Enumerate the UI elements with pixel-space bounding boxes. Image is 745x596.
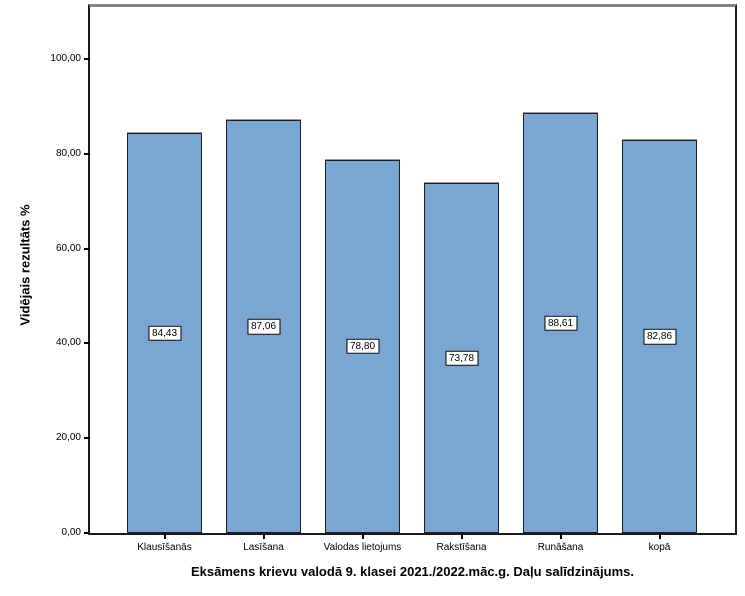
y-axis-tick <box>84 58 90 61</box>
bar-value-label: 78,80 <box>345 338 380 355</box>
x-axis-category-label: kopā <box>648 542 671 553</box>
bar-value-label: 88,61 <box>543 315 578 331</box>
y-axis-tick <box>84 247 90 250</box>
y-axis-tick-label: 60,00 <box>55 242 81 254</box>
bar-value-label: 73,78 <box>444 350 479 366</box>
x-axis-tick <box>559 533 562 539</box>
y-axis-tick-label: 20,00 <box>55 432 81 444</box>
y-axis-tick <box>84 152 90 155</box>
x-axis-tick <box>163 533 166 539</box>
x-axis-category-label: Runāšana <box>537 542 584 553</box>
bar-value-label: 84,43 <box>147 325 182 341</box>
x-axis-category-label: Lasīšana <box>243 542 284 553</box>
y-axis-tick <box>84 437 90 440</box>
x-axis-tick <box>460 533 463 539</box>
bar-value-label: 87,06 <box>246 318 281 335</box>
y-axis-tick <box>84 532 90 534</box>
y-axis-tick-label: 100,00 <box>50 53 81 65</box>
y-axis-tick <box>84 342 90 345</box>
y-axis-title: Vidējais rezultāts % <box>17 204 33 326</box>
y-axis-tick-label: 0,00 <box>61 527 81 538</box>
plot-area: 0,00 20,00 40,00 60,00 80,00 100,00 84,43 Klaus… <box>50 4 737 553</box>
x-axis-category-label: Valodas lietojums <box>323 542 402 553</box>
y-axis-tick-label: 80,00 <box>55 147 81 159</box>
x-axis-tick <box>262 533 265 539</box>
bar-value-label: 82,86 <box>642 328 677 345</box>
x-axis-tick <box>361 533 364 539</box>
chart-caption: Eksāmens krievu valodā 9. klasei 2021./2… <box>191 564 634 579</box>
x-axis-category-label: Klausīšanās <box>137 542 192 553</box>
x-axis-tick <box>658 533 661 539</box>
y-axis-tick-label: 40,00 <box>55 337 81 349</box>
x-axis-category-label: Rakstīšana <box>436 542 487 553</box>
